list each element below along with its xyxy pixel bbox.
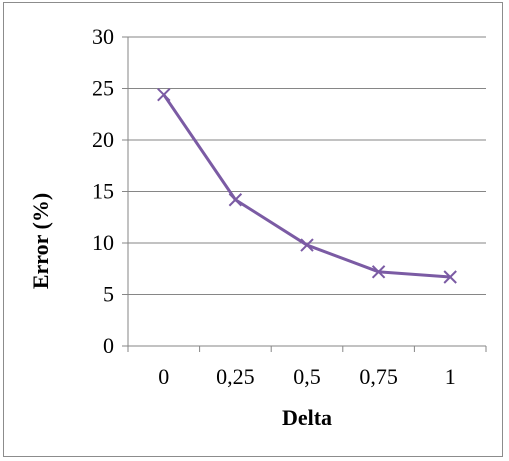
y-tick-label: 25 — [92, 76, 114, 101]
y-tick-label: 0 — [103, 333, 114, 358]
x-tick-label: 0,25 — [216, 364, 255, 389]
y-tick-label: 30 — [92, 24, 114, 49]
y-tick-label: 5 — [103, 282, 114, 307]
data-point-marker — [157, 87, 171, 102]
x-axis: 0 0,25 0,5 0,75 1 — [127, 345, 487, 389]
data-point-marker — [300, 238, 314, 252]
series-line — [162, 93, 451, 279]
x-tick-label: 1 — [445, 364, 456, 389]
x-tick-label: 0 — [158, 364, 169, 389]
y-tick-label: 10 — [92, 230, 114, 255]
data-point-marker — [443, 270, 457, 284]
data-point-marker — [371, 265, 386, 279]
data-point-marker — [228, 193, 243, 207]
x-tick-label: 0,75 — [359, 364, 398, 389]
gridlines — [128, 36, 486, 295]
y-tick-label: 15 — [92, 179, 114, 204]
series — [157, 87, 457, 284]
x-axis-title: Delta — [282, 405, 332, 430]
x-tick-label: 0,5 — [293, 364, 321, 389]
y-tick-label: 20 — [92, 127, 114, 152]
chart-frame — [3, 2, 503, 457]
y-axis: 0 5 10 15 20 25 30 — [92, 24, 129, 358]
y-axis-title: Error (%) — [28, 193, 53, 289]
